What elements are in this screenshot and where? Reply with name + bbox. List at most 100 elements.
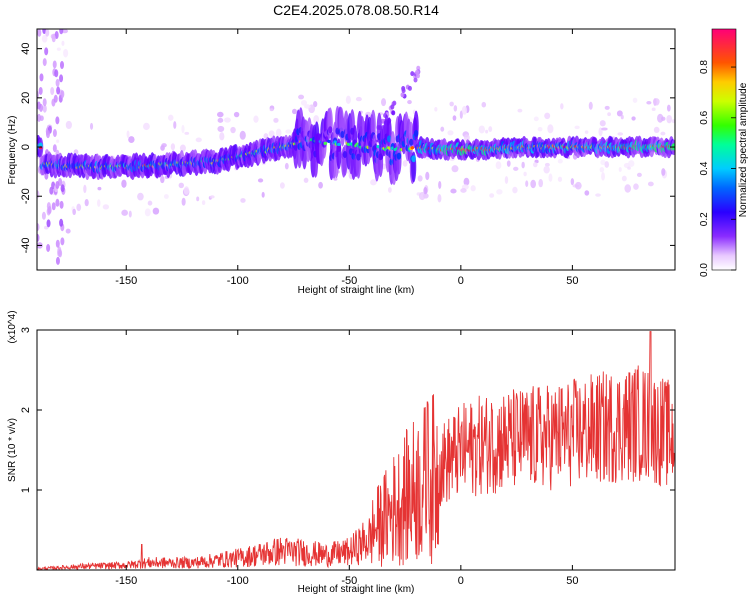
spectrogram-x-tick-label: -50 [341,275,357,287]
spectrogram-speckle [173,121,177,129]
colorbar-tick-label: 0.4 [699,161,710,175]
spectrogram-speckle [313,100,318,108]
spectrogram-edge-noise [60,237,65,246]
spectrogram-speckle [76,203,82,212]
spectrogram-speckle [437,194,442,203]
spectrogram-edge-noise [49,186,54,195]
spectrogram-band-halo [413,110,419,142]
spectrogram-edge-noise [55,239,60,248]
spectrogram-y-tick-label: -20 [20,188,32,204]
spectrogram-edge-noise [55,116,60,125]
spectrogram-speckle [636,172,642,178]
spectrogram-speckle [41,34,48,43]
figure-title: C2E4.2025.078.08.50.R14 [273,2,439,18]
spectrogram-speckle [543,165,550,174]
spectrogram-speckle [660,131,666,136]
spectrogram-speckle [525,180,529,188]
spectrogram-speckle [434,107,438,112]
colorbar-gradient [712,29,736,270]
spectrogram-speckle [657,113,664,123]
spectrogram-edge-noise [42,98,47,107]
snr-y-tick-label: 3 [20,327,32,333]
spectrogram-frame [36,28,676,271]
spectrogram-edge-noise [54,31,59,40]
spectrogram-speckle [61,40,65,46]
spectrogram-speckle [168,114,174,121]
spectrogram-speckle [313,115,320,124]
spectrogram-band-mid [356,153,361,161]
spectrogram-speckle [621,175,627,182]
spectrogram-speckle [440,126,445,132]
snr-x-tick-label: 0 [458,575,464,587]
snr-y-tick-label: 1 [20,487,32,493]
spectrogram-speckle [489,193,495,198]
spectrogram-edge-noise [42,104,47,113]
spectrogram-band-mid [411,155,416,163]
spectrogram-speckle [183,186,190,195]
spectrogram-edge-noise [52,144,57,153]
spectrogram-speckle [292,108,297,115]
spectrogram-edge-noise [37,233,40,242]
spectrogram-band-mid [409,138,414,146]
snr-x-tick-label: 50 [566,575,578,587]
spectrogram-speckle [381,98,387,107]
spectrogram-edge-noise [55,256,60,265]
spectrogram-speckle [152,207,160,215]
spectrogram-speckle [97,199,101,207]
spectrogram-speckle [544,162,550,167]
spectrogram-speckle [599,120,606,127]
spectrogram-band-mid [340,131,345,139]
spectrogram-speckle [121,179,127,188]
spectrogram-edge-noise [37,101,41,110]
spectrogram-y-tick-label: 0 [20,144,32,150]
spectrogram-speckle [631,116,636,121]
spectrogram-speckle [660,116,666,121]
spectrogram-speckle [574,125,580,130]
spectrogram-speckle [137,192,144,201]
spectrogram-edge-noise [60,90,65,99]
spectrogram-speckle [128,136,135,144]
spectrogram-speckle [196,196,200,202]
spectrogram-speckle [460,188,467,193]
spectrogram-chirp [392,100,397,106]
spectrogram-speckle [418,192,426,201]
spectrogram-speckle [616,110,623,117]
spectrogram-speckle [239,130,246,140]
spectrogram-speckle [170,143,176,151]
colorbar-label: Normalized spectral amplitude [738,82,749,217]
spectrogram-speckle [601,172,605,181]
spectrogram-speckle [285,129,292,134]
snr-series-line [37,331,675,570]
spectrogram-speckle [44,225,49,230]
spectrogram-speckle [506,160,511,167]
spectrogram-chirp [391,110,396,116]
spectrogram-edge-noise [59,61,64,70]
spectrogram-y-label: Frequency (Hz) [7,116,18,185]
spectrogram-edge-noise [59,29,64,35]
spectrogram-band-core [410,146,415,150]
spectrogram-chirp [416,65,421,71]
spectrogram-speckle [318,181,323,189]
spectrogram-band-mid [328,126,333,134]
colorbar-tick-label: 0.6 [699,110,710,124]
spectrogram-band-mid [336,145,342,153]
spectrogram-speckle [84,198,89,207]
spectrogram-speckle [560,103,564,110]
spectrogram-edge-noise [39,73,44,82]
spectrogram-speckle [407,100,412,105]
spectrogram-speckle [300,99,308,106]
spectrogram-speckle [423,187,428,195]
spectrogram-speckle [345,95,351,105]
spectrogram-speckle [89,122,94,130]
spectrogram-edge-noise [58,249,63,258]
spectrogram-speckle [451,165,459,173]
spectrogram-speckle [488,126,493,132]
spectrogram-speckle [595,193,601,197]
spectrogram-edge-noise [52,60,57,69]
spectrogram-band-mid [396,152,402,160]
spectrogram-speckle [537,127,543,132]
spectrogram-y-tick-label: 40 [20,43,32,55]
spectrogram-speckle [661,168,666,176]
spectrogram-band-core [327,139,331,143]
